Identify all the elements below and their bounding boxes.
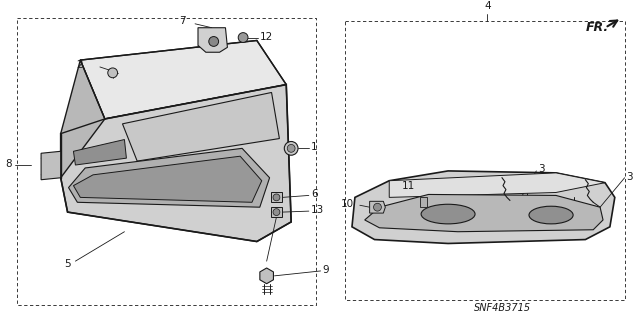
- Text: 10: 10: [341, 199, 354, 209]
- Polygon shape: [420, 197, 428, 207]
- Polygon shape: [80, 41, 286, 119]
- Circle shape: [273, 209, 280, 216]
- Text: 7: 7: [179, 16, 185, 26]
- Polygon shape: [74, 139, 127, 165]
- Text: 11: 11: [401, 181, 415, 191]
- Text: 9: 9: [323, 265, 329, 275]
- Text: 8: 8: [5, 159, 12, 169]
- Text: 13: 13: [311, 205, 324, 215]
- Text: 4: 4: [484, 1, 491, 11]
- Polygon shape: [260, 268, 273, 284]
- Text: SNF4B3715: SNF4B3715: [474, 303, 531, 313]
- Polygon shape: [41, 151, 61, 180]
- Ellipse shape: [529, 206, 573, 224]
- Ellipse shape: [421, 204, 475, 224]
- Polygon shape: [61, 85, 291, 241]
- Text: 3: 3: [538, 164, 545, 174]
- Circle shape: [238, 33, 248, 42]
- Circle shape: [374, 203, 381, 211]
- Text: 6: 6: [311, 189, 317, 199]
- Polygon shape: [271, 192, 282, 202]
- Circle shape: [108, 68, 118, 78]
- Polygon shape: [365, 195, 603, 232]
- Polygon shape: [370, 201, 385, 213]
- Polygon shape: [122, 93, 280, 161]
- Text: 1: 1: [311, 142, 317, 152]
- Circle shape: [287, 145, 295, 152]
- Circle shape: [284, 142, 298, 155]
- Text: 5: 5: [64, 259, 70, 269]
- Polygon shape: [74, 156, 262, 202]
- Text: 3: 3: [627, 172, 633, 182]
- Polygon shape: [68, 148, 269, 207]
- Polygon shape: [61, 60, 105, 178]
- Polygon shape: [198, 28, 227, 52]
- Polygon shape: [271, 207, 282, 217]
- Circle shape: [273, 194, 280, 201]
- Text: 12: 12: [260, 32, 273, 41]
- Polygon shape: [389, 173, 605, 197]
- Text: 2: 2: [77, 60, 83, 70]
- Text: FR.: FR.: [586, 21, 609, 34]
- Circle shape: [209, 37, 219, 46]
- Polygon shape: [352, 171, 615, 243]
